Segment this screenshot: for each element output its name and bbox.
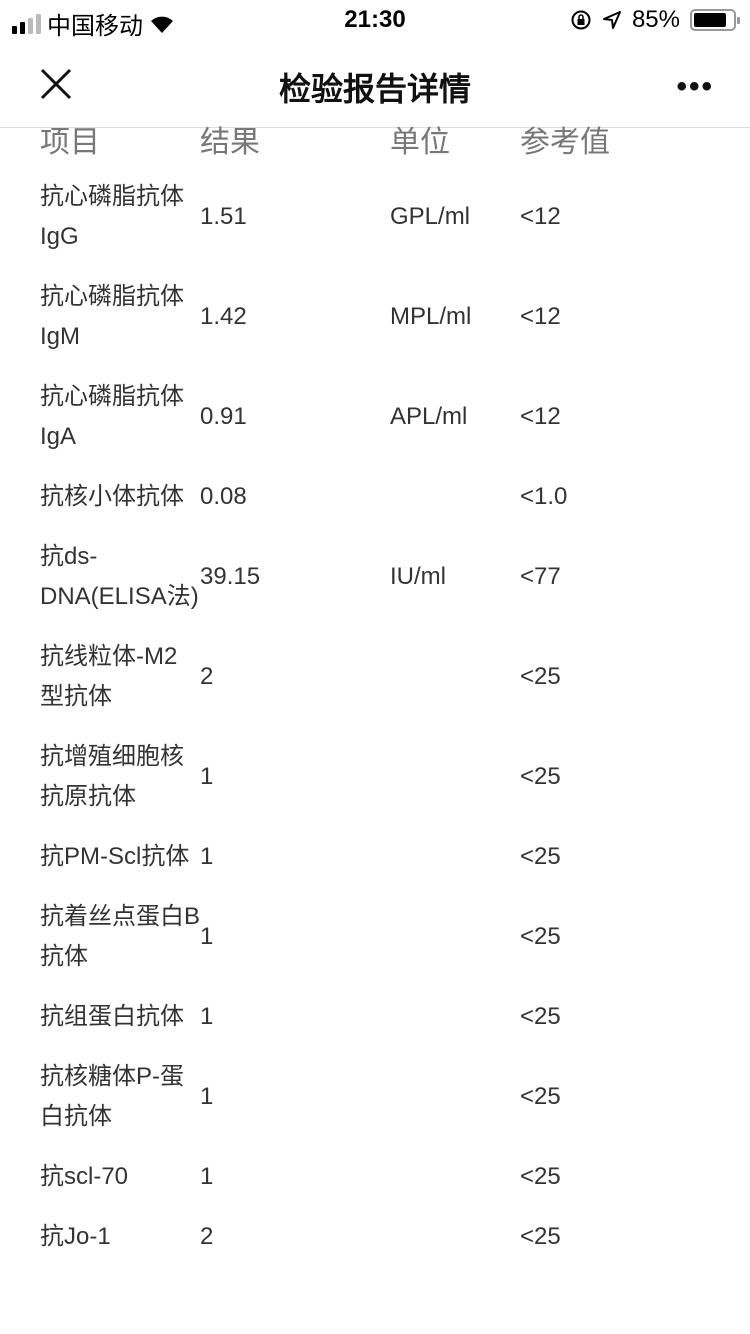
item-name: 抗着丝点蛋白B抗体 xyxy=(40,903,201,970)
table-row: 抗心磷脂抗体IgM 1.42 MPL/ml <12 xyxy=(0,267,750,367)
location-icon xyxy=(602,11,621,29)
cell-result: 2 xyxy=(200,1223,214,1250)
cell-result: 1 xyxy=(200,1003,214,1030)
item-name: 抗增殖细胞核抗原抗体 xyxy=(40,743,184,810)
cell-reference: <25 xyxy=(520,663,561,690)
table-row: 抗组蛋白抗体 1 <25 xyxy=(0,987,750,1047)
cell-reference: <12 xyxy=(520,403,561,430)
cell-item: 抗ds-DNA(ELISA法) xyxy=(0,537,200,617)
cell-result: 0.08 xyxy=(200,483,247,510)
table-row: 抗ds-DNA(ELISA法) 39.15 IU/ml <77 xyxy=(0,527,750,627)
cell-reference: <25 xyxy=(520,1003,561,1030)
cell-result: 0.91 xyxy=(200,403,247,430)
item-name: 抗心磷脂抗体IgA xyxy=(40,383,184,450)
cell-reference: <25 xyxy=(520,923,561,950)
cell-reference: <25 xyxy=(520,1223,561,1250)
cell-item: 抗着丝点蛋白B抗体 xyxy=(0,897,200,977)
cell-item: 抗核小体抗体 xyxy=(0,477,200,517)
cell-unit: IU/ml xyxy=(390,563,446,590)
item-name: 抗核糖体P-蛋白抗体 xyxy=(40,1063,184,1130)
cell-item: 抗核糖体P-蛋白抗体 xyxy=(0,1057,200,1137)
table-row: 抗心磷脂抗体IgA 0.91 APL/ml <12 xyxy=(0,367,750,467)
nav-bar: 检验报告详情 ••• xyxy=(0,40,750,128)
carrier: 中国移动 xyxy=(47,13,143,40)
cell-reference: <12 xyxy=(520,303,561,330)
cell-item: 抗组蛋白抗体 xyxy=(0,997,200,1037)
item-name: 抗心磷脂抗体IgM xyxy=(40,283,184,350)
table-row: 抗增殖细胞核抗原抗体 1 <25 xyxy=(0,727,750,827)
header-result: 结果 xyxy=(200,126,260,159)
cell-item: 抗心磷脂抗体IgG xyxy=(0,177,200,257)
wifi-icon xyxy=(151,16,173,33)
cell-item: 抗增殖细胞核抗原抗体 xyxy=(0,737,200,817)
status-bar: 中国移动 21:30 85% xyxy=(0,0,750,40)
cell-reference: <12 xyxy=(520,203,561,230)
item-name: 抗核小体抗体 xyxy=(40,483,184,510)
cell-result: 1 xyxy=(200,763,214,790)
battery-icon xyxy=(690,9,740,31)
item-name: 抗scl-70 xyxy=(40,1163,129,1190)
item-name: 抗Jo-1 xyxy=(40,1223,111,1250)
table-row: 抗PM-Scl抗体 1 <25 xyxy=(0,827,750,887)
cell-reference: <25 xyxy=(520,1083,561,1110)
cell-unit: MPL/ml xyxy=(390,303,472,330)
cell-result: 1.42 xyxy=(200,303,247,330)
table-row: 抗Jo-1 2 <25 xyxy=(0,1207,750,1267)
cell-result: 1 xyxy=(200,1083,214,1110)
signal-icon xyxy=(12,13,41,34)
table-header: 项目 结果 单位 参考值 xyxy=(0,128,750,167)
cell-item: 抗心磷脂抗体IgM xyxy=(0,277,200,357)
cell-reference: <25 xyxy=(520,1163,561,1190)
item-name: 抗组蛋白抗体 xyxy=(40,1003,184,1030)
cell-item: 抗心磷脂抗体IgA xyxy=(0,377,200,457)
table-row: 抗心磷脂抗体IgG 1.51 GPL/ml <12 xyxy=(0,167,750,267)
cell-reference: <1.0 xyxy=(520,483,568,510)
more-icon[interactable]: ••• xyxy=(676,70,714,103)
table-row: 抗核糖体P-蛋白抗体 1 <25 xyxy=(0,1047,750,1147)
item-name: 抗线粒体-M2型抗体 xyxy=(40,643,178,710)
cell-item: 抗PM-Scl抗体 xyxy=(0,837,200,877)
cell-item: 抗Jo-1 xyxy=(0,1217,200,1257)
header-item: 项目 xyxy=(40,126,100,159)
cell-item: 抗线粒体-M2型抗体 xyxy=(0,637,200,717)
page-title: 检验报告详情 xyxy=(278,71,471,107)
item-name: 抗ds-DNA(ELISA法) xyxy=(40,543,199,610)
item-name: 抗心磷脂抗体IgG xyxy=(40,183,184,250)
cell-result: 1 xyxy=(200,1163,214,1190)
cell-result: 2 xyxy=(200,663,214,690)
orientation-lock-icon xyxy=(571,10,591,30)
cell-result: 1 xyxy=(200,923,214,950)
cell-reference: <25 xyxy=(520,763,561,790)
table-row: 抗线粒体-M2型抗体 2 <25 xyxy=(0,627,750,727)
clock: 21:30 xyxy=(344,6,406,33)
close-icon[interactable] xyxy=(40,68,72,100)
cell-result: 1 xyxy=(200,843,214,870)
cell-result: 39.15 xyxy=(200,563,261,590)
report-table: 项目 结果 单位 参考值 抗心磷脂抗体IgG 1.51 GPL/ml <12 抗心… xyxy=(0,128,750,1267)
header-reference: 参考值 xyxy=(520,126,610,159)
battery-percent: 85% xyxy=(631,6,680,33)
table-row: 抗scl-70 1 <25 xyxy=(0,1147,750,1207)
cell-unit: GPL/ml xyxy=(390,203,471,230)
item-name: 抗PM-Scl抗体 xyxy=(40,843,190,870)
table-row: 抗着丝点蛋白B抗体 1 <25 xyxy=(0,887,750,987)
header-unit: 单位 xyxy=(390,126,450,159)
cell-unit: APL/ml xyxy=(390,403,468,430)
cell-result: 1.51 xyxy=(200,203,247,230)
cell-reference: <77 xyxy=(520,563,561,590)
cell-item: 抗scl-70 xyxy=(0,1157,200,1197)
cell-reference: <25 xyxy=(520,843,561,870)
table-row: 抗核小体抗体 0.08 <1.0 xyxy=(0,467,750,527)
